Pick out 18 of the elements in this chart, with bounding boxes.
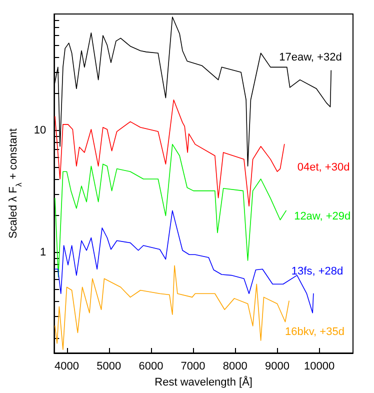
series-label: 13fs, +28d [291, 266, 344, 278]
y-tick-label: 1 [40, 246, 46, 258]
series-label: 04et, +30d [297, 161, 350, 174]
x-tick-label: 9000 [264, 360, 290, 372]
x-tick-label: 7000 [180, 360, 206, 372]
x-tick-label: 6000 [138, 360, 164, 372]
x-tick-label: 10000 [304, 360, 335, 372]
x-tick-label: 5000 [96, 360, 122, 372]
line-series [54, 144, 286, 278]
series-label: 17eaw, +32d [279, 51, 342, 64]
line-series [54, 99, 285, 206]
x-axis-title: Rest wavelength [Å] [154, 376, 252, 388]
x-tick-label: 8000 [222, 360, 248, 372]
series-label: 16bkv, +35d [285, 326, 344, 338]
y-axis-title: Scaled λ Fλ + constant [8, 128, 24, 239]
x-tick-label: 4000 [54, 360, 80, 372]
series-label: 12aw, +29d [294, 210, 351, 223]
y-tick-label: 10 [34, 124, 46, 136]
